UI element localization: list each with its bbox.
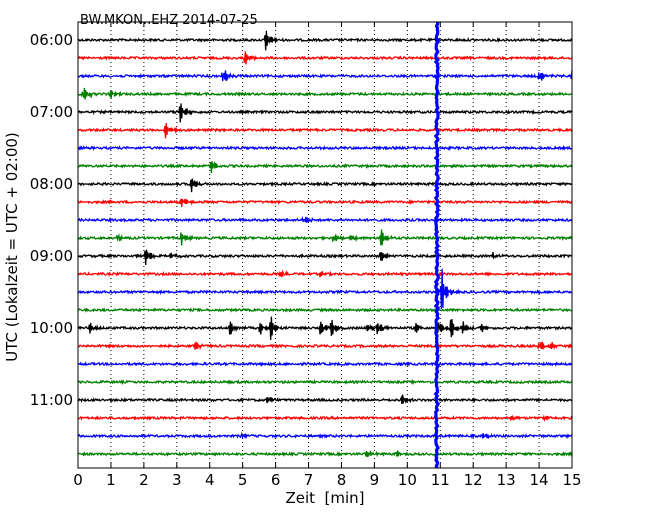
x-tick-label: 3 (172, 471, 182, 489)
y-tick-label: 07:00 (30, 103, 73, 121)
x-axis-label: Zeit [min] (285, 489, 364, 507)
x-tick-label: 12 (464, 471, 483, 489)
trace-1115 (78, 414, 573, 423)
y-tick-label: 08:00 (30, 175, 73, 193)
x-tick-label: 5 (238, 471, 248, 489)
trace-0900 (77, 249, 573, 266)
x-tick-label: 2 (139, 471, 149, 489)
trace-0915 (77, 269, 573, 278)
trace-0730 (77, 144, 573, 152)
trace-1100 (77, 394, 573, 405)
plot-frame (77, 21, 573, 469)
y-tick-label: 09:00 (30, 247, 73, 265)
x-tick-label: 9 (370, 471, 380, 489)
trace-0830 (77, 215, 573, 223)
y-axis-label: UTC (Lokalzeit = UTC + 02:00) (3, 132, 21, 362)
x-axis: 0 1 2 3 4 5 6 7 8 9 10 11 12 13 14 15 (73, 22, 582, 489)
trace-0845 (77, 229, 573, 246)
trace-0600 (77, 30, 572, 51)
x-tick-label: 0 (73, 471, 83, 489)
trace-group (77, 30, 573, 458)
trace-0645 (77, 87, 573, 100)
marker-layer (433, 22, 441, 469)
x-tick-label: 8 (337, 471, 347, 489)
trace-1030 (77, 361, 573, 368)
x-tick-label: 1 (106, 471, 116, 489)
trace-1045 (77, 378, 573, 386)
trace-0745 (77, 160, 572, 174)
x-tick-label: 13 (497, 471, 516, 489)
y-tick-label: 11:00 (30, 391, 73, 409)
trace-1130 (77, 431, 573, 440)
y-tick-label: 06:00 (30, 31, 73, 49)
x-tick-label: 10 (398, 471, 417, 489)
y-tick-label: 10:00 (30, 319, 73, 337)
trace-0715 (77, 123, 573, 139)
trace-0815 (77, 198, 573, 207)
vertical-marker (433, 22, 441, 469)
x-tick-label: 14 (530, 471, 549, 489)
x-tick-label: 15 (562, 471, 581, 489)
trace-1000 (77, 316, 573, 341)
trace-1145 (77, 449, 573, 458)
trace-0700 (77, 103, 573, 123)
trace-0615 (77, 51, 573, 65)
x-tick-label: 11 (431, 471, 450, 489)
trace-0945 (77, 307, 573, 313)
trace-0800 (77, 178, 573, 193)
x-tick-label: 4 (205, 471, 215, 489)
x-tick-label: 7 (304, 471, 314, 489)
trace-0630 (77, 70, 573, 82)
x-tick-label: 6 (271, 471, 281, 489)
y-axis: 06:00 07:00 08:00 09:00 10:00 11:00 (30, 31, 572, 409)
chart-title: BW.MKON..EHZ 2014-07-25 (80, 13, 258, 28)
trace-0930 (77, 268, 573, 310)
trace-1015 (77, 341, 573, 351)
